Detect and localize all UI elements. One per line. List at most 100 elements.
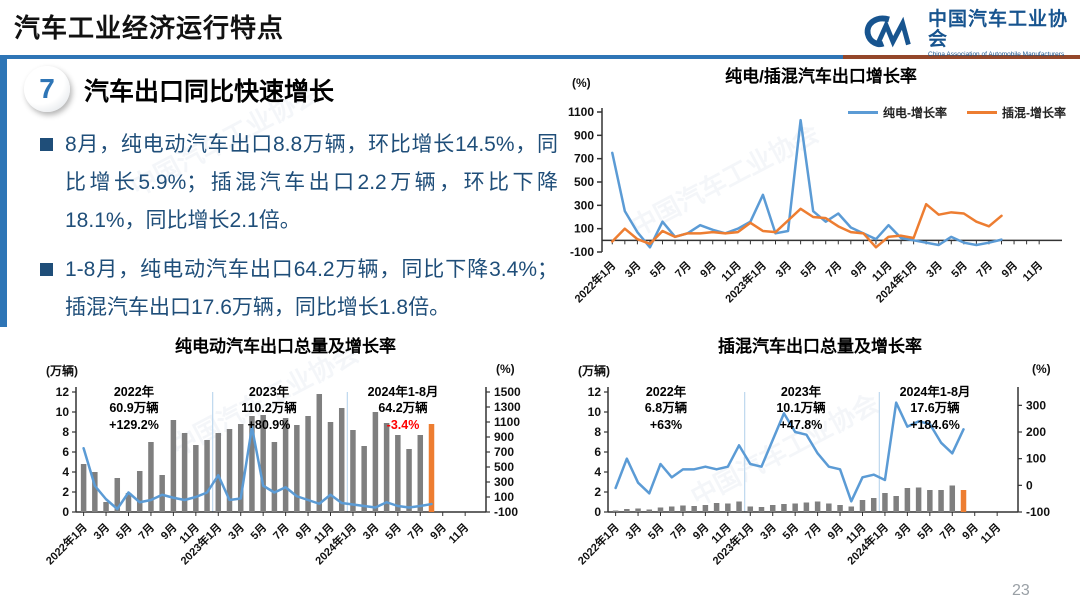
axis-tick-label: 3月 bbox=[623, 521, 644, 542]
volume-bar bbox=[635, 508, 641, 512]
bev-export-plot: 0 2 4 6 8 10 12 -100100300500700900110013001500… bbox=[43, 385, 521, 567]
bullet-square-icon bbox=[40, 262, 53, 276]
axis-tick-label: 7月 bbox=[802, 521, 823, 542]
year-annotation: 2023年 10.1万辆 +47.8% bbox=[776, 385, 826, 432]
axis-tick-label: 5月 bbox=[798, 259, 819, 280]
volume-bar bbox=[646, 509, 653, 512]
section-title: 汽车出口同比快速增长 bbox=[84, 78, 335, 106]
axis-tick-label: 5月 bbox=[780, 521, 801, 542]
axis-tick-label: 1500 bbox=[494, 385, 521, 399]
axis-tick-label: 5月 bbox=[647, 259, 668, 280]
axis-tick-label: 9月 bbox=[825, 521, 846, 542]
axis-tick-label: 9月 bbox=[960, 521, 981, 542]
series-line-纯电-增长率 bbox=[611, 118, 1003, 249]
left-axis-unit-label: (万辆) bbox=[46, 364, 78, 378]
chart-legend: 纯电-增长率 插混-增长率 bbox=[848, 104, 1066, 121]
chart-title: 纯电动汽车出口总量及增长率 bbox=[175, 337, 396, 356]
axis-tick-label: 2022年1月 bbox=[571, 258, 618, 305]
volume-bar bbox=[803, 502, 810, 512]
highlight-bar bbox=[960, 490, 967, 512]
year-annotation: 2022年 60.9万辆 +129.2% bbox=[109, 385, 159, 432]
y-axis-unit-label: (%) bbox=[572, 76, 591, 90]
legend-label-phev: 插混-增长率 bbox=[1002, 106, 1066, 120]
volume-bar bbox=[215, 433, 222, 512]
volume-bar bbox=[136, 471, 143, 512]
axis-tick-label: 5月 bbox=[248, 521, 269, 542]
volume-bar bbox=[204, 440, 210, 512]
volume-bar bbox=[668, 506, 675, 512]
page-title: 汽车工业经济运行特点 bbox=[14, 13, 285, 43]
right-axis-unit-label: (%) bbox=[496, 362, 515, 376]
axis-tick-label: 0 bbox=[594, 505, 601, 519]
axis-tick-label: 9月 bbox=[428, 521, 449, 542]
axis-tick-label: 7月 bbox=[937, 521, 958, 542]
volume-bar bbox=[680, 505, 686, 512]
axis-tick-label: 7月 bbox=[668, 521, 689, 542]
volume-bar bbox=[938, 490, 944, 512]
axis-tick-label: 200 bbox=[1026, 425, 1046, 439]
axis-tick-label: 100 bbox=[494, 490, 514, 504]
axis-tick-label: 9月 bbox=[698, 259, 719, 280]
year-annotation: 2024年1-8月 17.6万辆 +184.6% bbox=[899, 385, 971, 432]
volume-bar bbox=[114, 478, 121, 512]
growth-rate-chart: 纯电/插混汽车出口增长率 (%) 纯电-增长率 插混-增长率 -100 100 30… bbox=[562, 62, 1080, 330]
volume-bar bbox=[769, 505, 776, 512]
volume-bar bbox=[792, 503, 798, 512]
caam-logo-mark-icon bbox=[862, 12, 920, 57]
axis-tick-label: 7月 bbox=[823, 259, 844, 280]
volume-bar bbox=[859, 500, 866, 512]
axis-tick-label: 500 bbox=[494, 460, 514, 474]
axis-tick-label: 0 bbox=[1026, 478, 1033, 492]
axis-tick-label: 5月 bbox=[915, 521, 936, 542]
axis-tick-label: 100 bbox=[1026, 452, 1046, 466]
caam-logo: 中国汽车工业协会 China Association of Automobile… bbox=[862, 10, 1080, 59]
highlight-bar bbox=[428, 424, 435, 512]
axis-tick-label: 4 bbox=[62, 465, 69, 479]
volume-bar bbox=[702, 505, 709, 512]
axis-tick-label: 9月 bbox=[293, 521, 314, 542]
volume-bar bbox=[305, 416, 311, 512]
axis-tick-label: 9月 bbox=[848, 259, 869, 280]
axis-tick-label: 11月 bbox=[446, 521, 471, 546]
axis-tick-label: 7月 bbox=[270, 521, 291, 542]
volume-bar bbox=[736, 501, 742, 512]
axis-tick-label: 2022年1月 bbox=[43, 520, 90, 567]
volume-bar bbox=[271, 442, 278, 512]
volume-bar bbox=[893, 496, 899, 512]
axis-tick-label: 3月 bbox=[773, 259, 794, 280]
axis-tick-label: 7月 bbox=[136, 521, 157, 542]
logo-name-cn: 中国汽车工业协会 bbox=[928, 9, 1069, 50]
volume-bar bbox=[848, 506, 855, 512]
section-number-badge: 7 bbox=[24, 66, 70, 112]
volume-bar bbox=[103, 502, 109, 512]
axis-tick-label: 7月 bbox=[672, 259, 693, 280]
axis-tick-label: 1100 bbox=[568, 105, 594, 119]
volume-bar bbox=[927, 490, 933, 512]
chart-title: 插混汽车出口总量及增长率 bbox=[718, 337, 922, 356]
axis-tick-label: 12 bbox=[588, 385, 602, 399]
legend-item-bev: 纯电-增长率 bbox=[848, 104, 947, 121]
bullet-item: 8月，纯电动汽车出口8.8万辆，环比增长14.5%，同比增长5.9%；插混汽车出… bbox=[40, 126, 558, 241]
volume-bar bbox=[725, 503, 731, 512]
volume-bar bbox=[237, 424, 244, 512]
logo-name-en: China Association of Automobile Manufact… bbox=[928, 50, 1065, 58]
axis-tick-label: 3月 bbox=[360, 521, 381, 542]
volume-bar bbox=[870, 498, 877, 512]
volume-bar bbox=[406, 449, 412, 512]
axis-tick-label: 5月 bbox=[949, 259, 970, 280]
axis-tick-label: -100 bbox=[1026, 505, 1050, 519]
volume-bar bbox=[691, 506, 697, 512]
axis-tick-label: 3月 bbox=[622, 259, 643, 280]
right-axis-unit-label: (%) bbox=[1032, 362, 1051, 376]
left-accent-bar bbox=[0, 59, 7, 327]
legend-line-swatch-phev bbox=[967, 111, 997, 114]
axis-tick-label: 100 bbox=[574, 222, 594, 236]
axis-tick-label: -100 bbox=[570, 245, 594, 259]
header-divider-orange bbox=[843, 55, 1080, 59]
volume-bar bbox=[193, 445, 199, 512]
volume-bar bbox=[882, 493, 888, 512]
volume-bar bbox=[949, 485, 956, 512]
legend-label-bev: 纯电-增长率 bbox=[883, 106, 947, 120]
